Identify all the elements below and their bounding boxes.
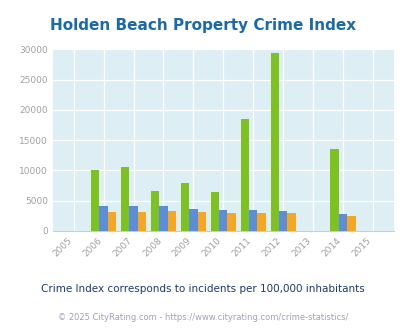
- Text: Crime Index corresponds to incidents per 100,000 inhabitants: Crime Index corresponds to incidents per…: [41, 284, 364, 294]
- Text: © 2025 CityRating.com - https://www.cityrating.com/crime-statistics/: © 2025 CityRating.com - https://www.city…: [58, 313, 347, 322]
- Bar: [197, 212, 205, 231]
- Bar: [121, 167, 129, 231]
- Bar: [219, 210, 227, 231]
- Bar: [99, 206, 108, 231]
- Bar: [287, 213, 295, 231]
- Bar: [129, 206, 137, 231]
- Bar: [338, 214, 346, 231]
- Bar: [240, 119, 248, 231]
- Bar: [330, 149, 338, 231]
- Bar: [346, 216, 355, 231]
- Bar: [210, 192, 219, 231]
- Bar: [167, 211, 176, 231]
- Bar: [180, 183, 189, 231]
- Bar: [257, 213, 265, 231]
- Bar: [278, 211, 287, 231]
- Text: Holden Beach Property Crime Index: Holden Beach Property Crime Index: [50, 18, 355, 33]
- Bar: [91, 170, 99, 231]
- Bar: [189, 209, 197, 231]
- Bar: [159, 206, 167, 231]
- Bar: [248, 210, 257, 231]
- Bar: [137, 212, 146, 231]
- Bar: [270, 52, 278, 231]
- Bar: [227, 213, 235, 231]
- Bar: [108, 212, 116, 231]
- Bar: [151, 191, 159, 231]
